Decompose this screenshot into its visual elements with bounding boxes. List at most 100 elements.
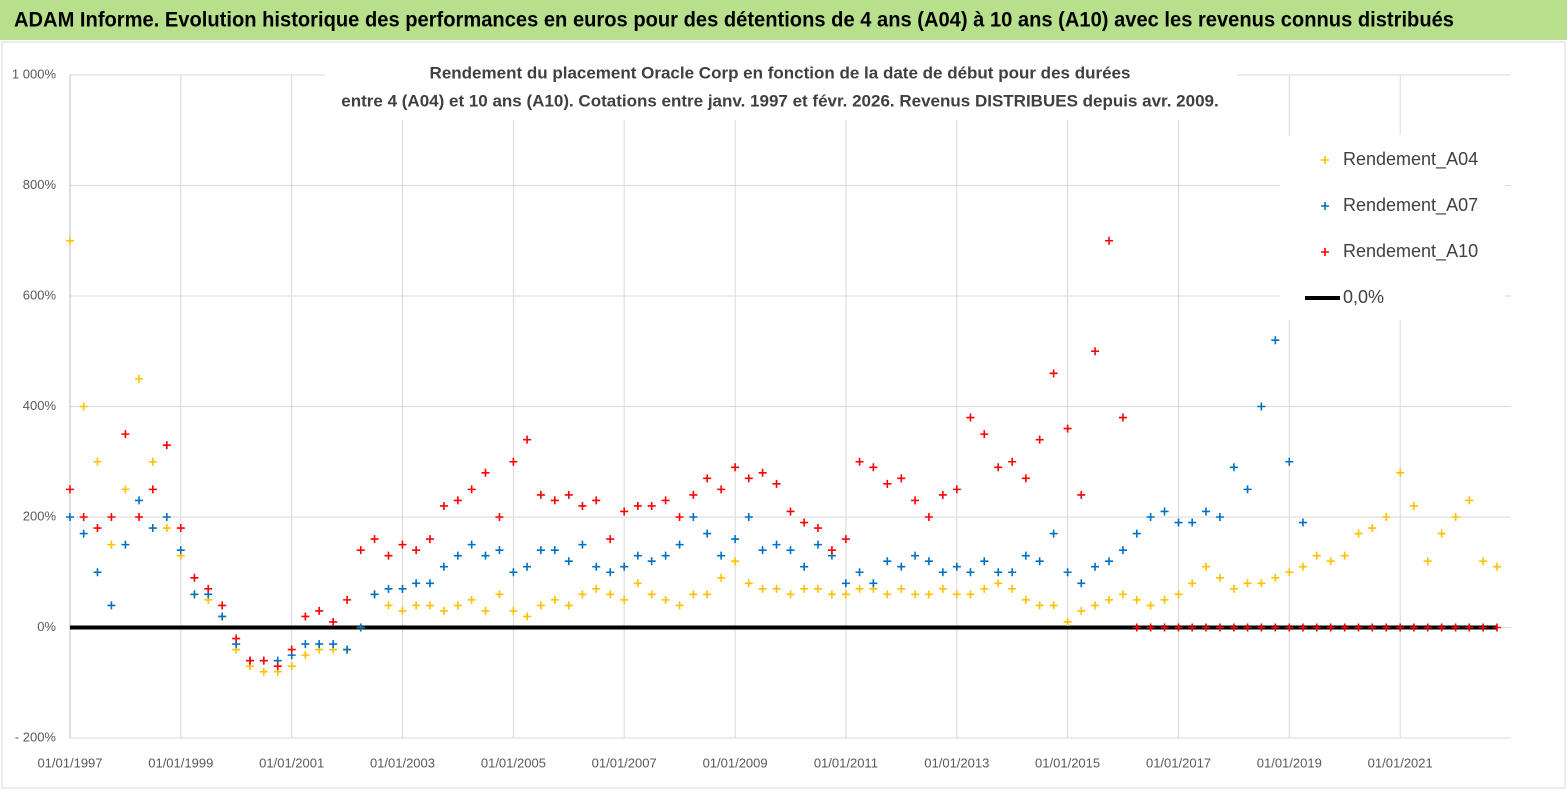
point — [412, 546, 421, 555]
point — [301, 612, 310, 621]
point — [162, 524, 171, 533]
point — [162, 513, 171, 521]
point — [1243, 579, 1252, 588]
point — [703, 590, 712, 599]
point — [911, 590, 920, 599]
point — [398, 606, 407, 615]
point — [841, 590, 850, 599]
y-tick-label: 200% — [23, 508, 57, 523]
point — [1285, 623, 1294, 632]
point — [1257, 623, 1266, 632]
point — [1271, 336, 1280, 345]
legend-label: Rendement_A04 — [1343, 149, 1478, 170]
point — [273, 662, 282, 671]
point — [827, 546, 836, 555]
point — [356, 623, 365, 632]
point — [980, 430, 989, 439]
point — [994, 463, 1003, 472]
point — [717, 573, 726, 582]
point — [1257, 402, 1266, 411]
point — [1091, 562, 1100, 571]
point — [1451, 623, 1460, 632]
point — [329, 617, 338, 626]
point — [301, 651, 310, 660]
point — [1437, 529, 1446, 538]
point — [897, 474, 906, 483]
point — [620, 595, 629, 604]
point — [1077, 579, 1086, 588]
point — [481, 551, 490, 560]
point — [703, 529, 712, 538]
point — [1174, 518, 1183, 527]
point — [66, 485, 74, 494]
x-tick-label: 01/01/1997 — [37, 755, 102, 770]
point — [1465, 623, 1474, 632]
point — [1298, 623, 1307, 632]
point — [1326, 623, 1335, 632]
point — [453, 496, 462, 505]
point — [924, 513, 933, 521]
plot — [66, 236, 1502, 676]
legend-label: Rendement_A10 — [1343, 241, 1478, 262]
point — [841, 579, 850, 588]
point — [1229, 584, 1238, 593]
point — [1423, 623, 1432, 632]
point — [1146, 513, 1155, 521]
point — [495, 513, 504, 521]
x-tick-label: 01/01/2003 — [370, 755, 435, 770]
point — [66, 513, 74, 521]
point — [772, 479, 781, 488]
chart-title: Rendement du placement Oracle Corp en fo… — [430, 63, 1131, 82]
point — [772, 584, 781, 593]
point — [1298, 518, 1307, 527]
point — [1479, 557, 1488, 566]
point — [758, 546, 767, 555]
point — [1063, 617, 1072, 626]
point — [1118, 590, 1127, 599]
point — [259, 656, 268, 665]
point — [121, 430, 130, 439]
point — [924, 590, 933, 599]
point — [232, 634, 241, 643]
point — [1215, 623, 1224, 632]
point — [1132, 595, 1141, 604]
point — [343, 595, 352, 604]
x-tick-label: 01/01/2009 — [703, 755, 768, 770]
point — [315, 640, 324, 649]
point — [661, 496, 670, 505]
point — [509, 457, 518, 466]
point — [79, 402, 88, 411]
point — [356, 546, 365, 555]
point — [384, 584, 393, 593]
x-tick-label: 01/01/2011 — [814, 755, 878, 770]
point — [1409, 501, 1418, 510]
point — [1201, 562, 1210, 571]
point — [661, 595, 670, 604]
point — [758, 584, 767, 593]
point — [287, 662, 296, 671]
point — [606, 535, 615, 544]
point — [952, 485, 961, 494]
point — [1396, 623, 1405, 632]
point — [1035, 435, 1044, 444]
point — [148, 485, 157, 494]
point — [1035, 601, 1044, 610]
point — [592, 562, 601, 571]
point — [786, 590, 795, 599]
x-tick-label: 01/01/2021 — [1368, 755, 1433, 770]
point — [855, 568, 864, 577]
point — [550, 496, 559, 505]
point — [827, 590, 836, 599]
point — [869, 579, 878, 588]
point — [190, 573, 199, 582]
point — [1188, 579, 1197, 588]
point — [841, 535, 850, 544]
point — [467, 595, 476, 604]
x-tick-label: 01/01/2005 — [481, 755, 546, 770]
point — [703, 474, 712, 483]
point — [1354, 529, 1363, 538]
point — [1340, 623, 1349, 632]
